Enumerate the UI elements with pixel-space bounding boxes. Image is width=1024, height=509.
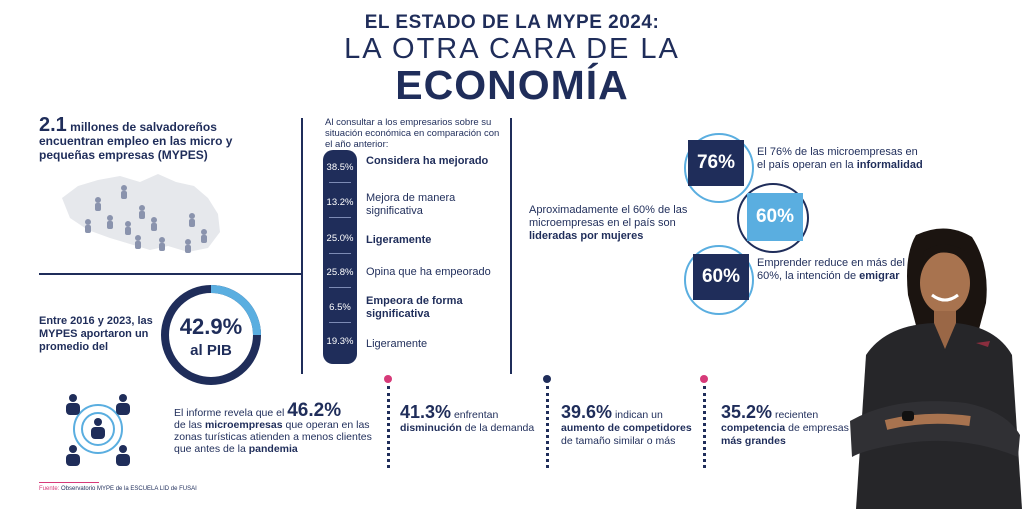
divider-vertical-left bbox=[301, 118, 303, 374]
demand-text: 41.3% enfrentan disminución de la demand… bbox=[400, 403, 540, 435]
tourism-percent: 46.2% bbox=[287, 400, 342, 421]
big-competition-percent: 35.2% bbox=[721, 402, 773, 422]
pill-separator bbox=[329, 287, 351, 288]
el-salvador-map-icon bbox=[62, 174, 220, 253]
pill-separator bbox=[329, 322, 351, 323]
title-line-1: EL ESTADO DE LA MYPE 2024: bbox=[364, 12, 660, 33]
navy-dot bbox=[543, 375, 551, 383]
survey-label: Empeora de forma significativa bbox=[366, 295, 463, 320]
informality-text: El 76% de las microempresas en el país o… bbox=[757, 146, 927, 172]
big-competition-bold1: competencia bbox=[721, 422, 786, 434]
dotted-divider bbox=[703, 386, 706, 468]
gdp-ring-arc bbox=[210, 285, 261, 336]
competitors-percent: 39.6% bbox=[561, 402, 613, 422]
emigrate-text: Emprender reduce en más del 60%, la inte… bbox=[757, 257, 907, 283]
survey-values-pill: 38.5% 13.2% 25.0% 25.8% 6.5% 19.3% bbox=[323, 150, 357, 364]
tourism-line2-pre: de las bbox=[174, 419, 205, 431]
demand-post: enfrentan bbox=[451, 409, 499, 421]
dotted-divider bbox=[387, 386, 390, 468]
big-competition-mid: de empresas bbox=[785, 422, 849, 434]
emigrate-ring bbox=[684, 245, 754, 315]
survey-value: 25.0% bbox=[326, 233, 354, 244]
source-label: Fuente: bbox=[39, 486, 60, 492]
gdp-percent: 42.9% bbox=[179, 314, 243, 339]
tourism-tail-bold: pandemia bbox=[248, 443, 298, 455]
survey-label: Mejora de manera significativa bbox=[366, 192, 456, 217]
source-body: Observatorio MYPE de la ESCUELA LID de F… bbox=[59, 486, 197, 492]
businesswoman-photo bbox=[850, 228, 1022, 509]
emigrate-percent: 60% bbox=[693, 254, 749, 300]
survey-value: 25.8% bbox=[326, 267, 354, 278]
emigrate-text-pre: Emprender reduce en más del 60%, la inte… bbox=[757, 257, 905, 282]
survey-label: Considera ha mejorado bbox=[366, 155, 489, 167]
informality-percent: 76% bbox=[688, 140, 744, 186]
survey-value: 13.2% bbox=[326, 197, 354, 208]
pill-separator bbox=[329, 182, 351, 183]
pink-dot bbox=[384, 375, 392, 383]
demand-percent: 41.3% bbox=[400, 402, 452, 422]
source-underline bbox=[39, 482, 99, 483]
tourism-line2-post: que operan en las zonas turísticas atien… bbox=[174, 419, 372, 455]
women-text: Aproximadamente el 60% de las microempre… bbox=[529, 204, 719, 243]
survey-value: 38.5% bbox=[326, 162, 354, 173]
divider-horizontal bbox=[39, 273, 301, 275]
title-line-3: ECONOMÍA bbox=[395, 62, 629, 108]
women-text-bold: lideradas por mujeres bbox=[529, 230, 644, 242]
employment-description: millones de salvadoreños encuentran empl… bbox=[39, 120, 233, 162]
informality-text-bold: informalidad bbox=[856, 159, 923, 171]
source-text: Fuente: Observatorio MYPE de la ESCUELA … bbox=[39, 486, 197, 492]
women-ring bbox=[737, 183, 809, 253]
pill-separator bbox=[329, 217, 351, 218]
pill-separator bbox=[329, 253, 351, 254]
tourism-line2-bold: microempresas bbox=[204, 419, 283, 431]
tourism-pre: El informe revela que el bbox=[174, 407, 288, 419]
competitors-text: 39.6% indican un aumento de competidores… bbox=[561, 403, 696, 448]
demand-bold: disminución bbox=[400, 422, 462, 434]
tourism-text: El informe revela que el 46.2% de las mi… bbox=[174, 401, 374, 455]
competitors-post: indican un bbox=[612, 409, 663, 421]
network-people-icon bbox=[66, 394, 130, 466]
women-text-pre: Aproximadamente el 60% de las microempre… bbox=[529, 204, 688, 229]
competitors-bold: aumento de competidores bbox=[561, 422, 692, 434]
title-line-2: LA OTRA CARA DE LA bbox=[344, 33, 680, 65]
women-percent: 60% bbox=[747, 193, 803, 241]
employment-text: 2.1 millones de salvadoreños encuentran … bbox=[39, 115, 279, 162]
survey-value: 19.3% bbox=[326, 336, 354, 347]
gdp-label: al PIB bbox=[190, 342, 232, 359]
dotted-divider bbox=[546, 386, 549, 468]
survey-intro: Al consultar a los empresarios sobre su … bbox=[325, 117, 500, 150]
survey-label: Ligeramente bbox=[366, 234, 432, 246]
employment-number: 2.1 bbox=[39, 114, 67, 136]
survey-value: 6.5% bbox=[329, 302, 351, 313]
big-competition-bold2: más grandes bbox=[721, 435, 786, 447]
emigrate-text-bold: emigrar bbox=[859, 270, 900, 282]
big-competition-text: 35.2% recienten competencia de empresas … bbox=[721, 403, 861, 448]
survey-label: Opina que ha empeorado bbox=[366, 266, 491, 278]
gdp-text: Entre 2016 y 2023, las MYPES aportaron u… bbox=[39, 315, 153, 353]
big-competition-post: recienten bbox=[772, 409, 819, 421]
survey-label: Ligeramente bbox=[366, 338, 428, 350]
competitors-tail: de tamaño similar o más bbox=[561, 435, 676, 447]
demand-tail: de la demanda bbox=[461, 422, 535, 434]
informality-text-pre: El 76% de las microempresas en el país o… bbox=[757, 146, 918, 171]
pink-dot bbox=[700, 375, 708, 383]
informality-ring bbox=[684, 133, 754, 203]
divider-vertical-right bbox=[510, 118, 512, 374]
